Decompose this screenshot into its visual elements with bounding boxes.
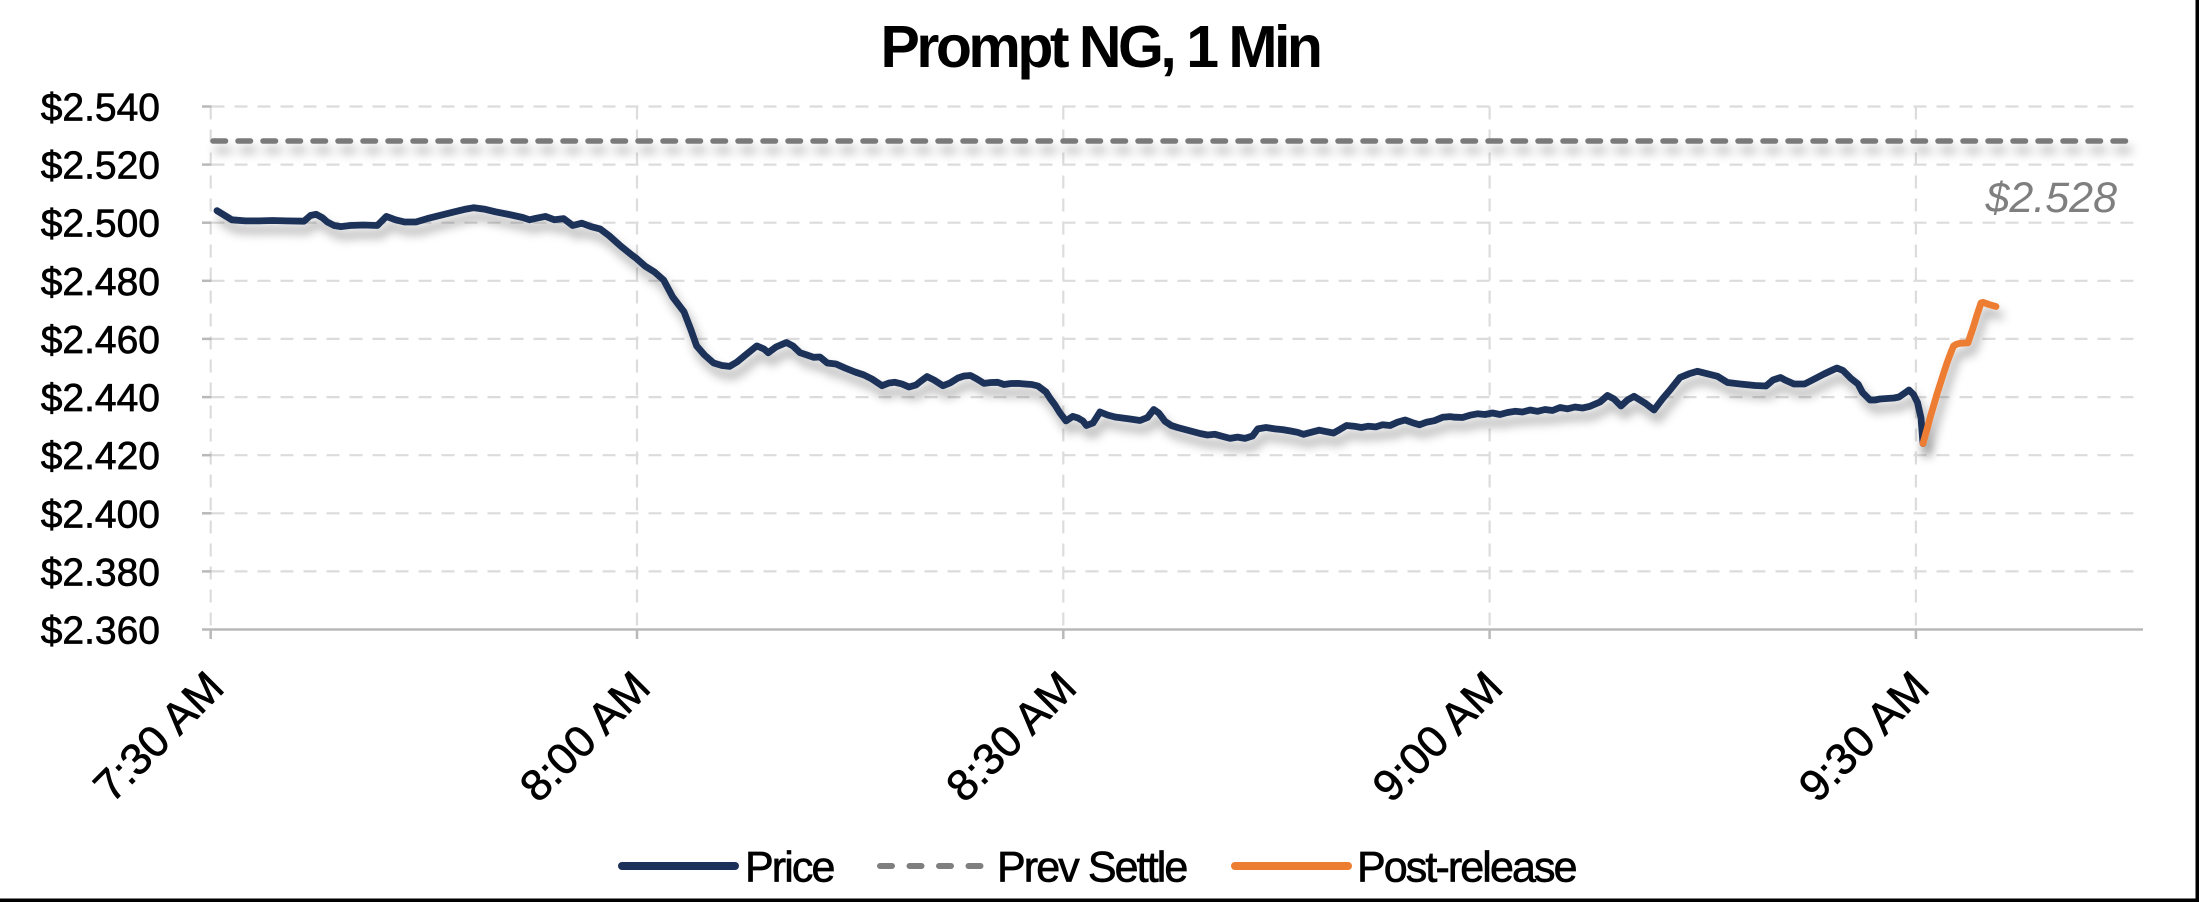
svg-text:$2.420: $2.420 [41,435,160,478]
svg-text:$2.520: $2.520 [41,145,160,188]
svg-text:$2.440: $2.440 [41,377,160,420]
svg-text:$2.540: $2.540 [41,87,160,130]
svg-text:Prev Settle: Prev Settle [997,844,1186,892]
svg-text:$2.360: $2.360 [41,610,160,653]
svg-text:$2.480: $2.480 [41,261,160,304]
svg-text:Price: Price [745,844,833,892]
svg-text:Post-release: Post-release [1357,844,1576,892]
svg-text:Prompt NG, 1 Min: Prompt NG, 1 Min [881,14,1320,80]
svg-text:$2.460: $2.460 [41,319,160,362]
svg-text:$2.380: $2.380 [41,551,160,594]
svg-text:$2.500: $2.500 [41,203,160,246]
svg-text:$2.400: $2.400 [41,493,160,536]
svg-text:$2.528: $2.528 [1984,174,2117,222]
